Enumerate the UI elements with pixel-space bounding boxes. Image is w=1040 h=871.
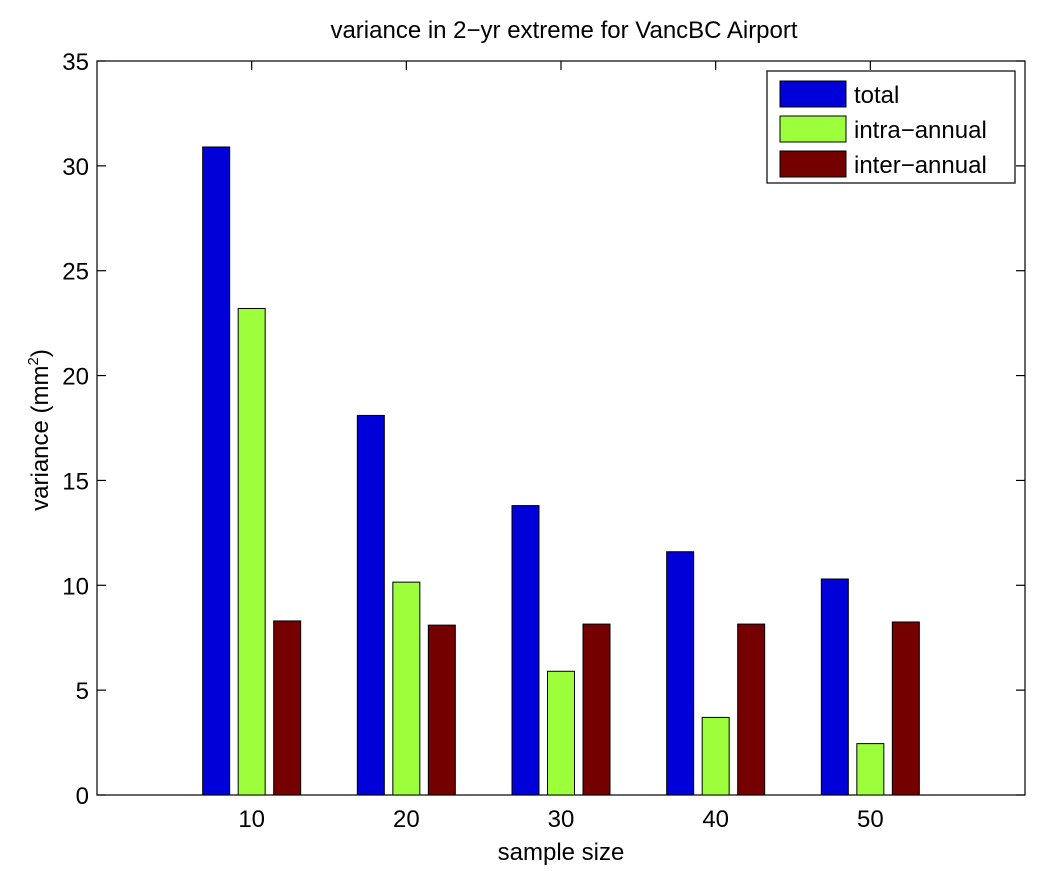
y-axis-label-text: variance (mm (27, 365, 54, 510)
y-tick-label: 20 (62, 364, 89, 391)
bar-inter-annual-40 (737, 623, 766, 796)
bar-total-20 (356, 414, 385, 796)
bar-intra-annual-40 (701, 716, 730, 796)
legend-label-inter-annual: inter−annual (854, 152, 987, 179)
bar-inter-annual-20 (427, 624, 456, 796)
bar-total-50 (820, 578, 849, 796)
bar-inter-annual-50 (891, 621, 920, 796)
x-tick-label: 30 (548, 806, 575, 833)
y-tick-label: 5 (76, 678, 89, 705)
legend-label-total: total (854, 82, 899, 109)
bar-inter-annual-30 (582, 623, 611, 796)
bar-intra-annual-20 (392, 581, 421, 796)
bar-total-30 (511, 505, 540, 796)
chart-title: variance in 2−yr extreme for VancBC Airp… (330, 17, 797, 44)
y-tick-label: 25 (62, 259, 89, 286)
bar-intra-annual-50 (856, 743, 885, 796)
bar-inter-annual-10 (273, 620, 302, 796)
bar-intra-annual-10 (237, 307, 266, 796)
x-tick-label: 20 (393, 806, 420, 833)
bar-total-10 (202, 146, 231, 796)
legend-swatch-inter-annual (779, 150, 847, 178)
x-tick-label: 50 (857, 806, 884, 833)
y-axis-label-superscript: 2 (25, 357, 42, 365)
y-tick-label: 30 (62, 154, 89, 181)
legend-swatch-total (779, 80, 847, 108)
bar-group (202, 146, 920, 796)
y-tick-label: 15 (62, 468, 89, 495)
legend: total intra−annual inter−annual (766, 70, 1016, 184)
bar-intra-annual-30 (547, 670, 575, 796)
legend-label-intra-annual: intra−annual (854, 117, 987, 144)
y-axis: 0 5 10 15 20 25 30 35 (62, 49, 1025, 810)
x-axis: 10 20 30 40 50 (238, 61, 884, 833)
x-tick-label: 40 (702, 806, 729, 833)
y-axis-label: variance (mm2) (25, 349, 54, 511)
legend-swatch-intra-annual (779, 115, 847, 143)
x-tick-label: 10 (238, 806, 265, 833)
y-tick-label: 35 (62, 49, 89, 76)
y-tick-label: 0 (76, 783, 89, 810)
bar-total-40 (666, 551, 695, 796)
y-axis-label-suffix: ) (27, 349, 54, 357)
y-tick-label: 10 (62, 573, 89, 600)
x-axis-label: sample size (498, 839, 625, 866)
